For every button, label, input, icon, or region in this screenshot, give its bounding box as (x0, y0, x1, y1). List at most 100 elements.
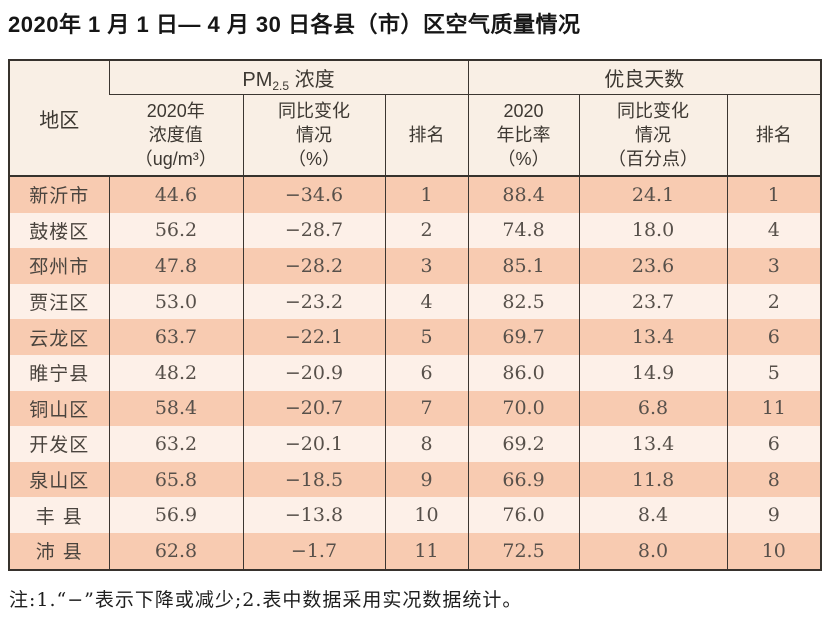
table-row: 邳州市 47.8 −28.2 3 85.1 23.6 3 (9, 248, 822, 284)
days-rank-cell: 3 (726, 248, 822, 284)
days-change-cell: 23.6 (578, 248, 728, 284)
days-change-cell: 18.0 (578, 212, 728, 249)
pm-rank-cell: 3 (384, 248, 469, 284)
pm-value-cell: 53.0 (108, 283, 243, 320)
region-cell: 丰 县 (9, 497, 109, 533)
pm-value-cell: 63.7 (108, 319, 243, 355)
region-cell: 沛 县 (9, 532, 109, 570)
pm-change-cell: −1.7 (242, 532, 385, 570)
days-change-cell: 8.0 (578, 532, 728, 570)
header-pm-group: PM2.5 浓度 (108, 60, 469, 95)
table-row: 丰 县 56.9 −13.8 10 76.0 8.4 9 (9, 497, 822, 533)
region-cell: 贾汪区 (9, 283, 109, 320)
footnote: 注:1.“−”表示下降或减少;2.表中数据采用实况数据统计。 (9, 588, 523, 611)
pm-rank-cell: 9 (384, 461, 469, 498)
days-rate-cell: 70.0 (467, 390, 580, 427)
days-rank-cell: 6 (726, 319, 822, 355)
days-rank-cell: 4 (726, 212, 822, 249)
table-row: 新沂市 44.6 −34.6 1 88.4 24.1 1 (9, 176, 822, 213)
days-rate-cell: 69.2 (467, 426, 580, 462)
header-pm-rank: 排名 (384, 94, 469, 176)
days-rate-cell: 86.0 (467, 354, 580, 391)
pm-subscript: 2.5 (272, 78, 290, 93)
pm-change-cell: −20.7 (242, 390, 385, 427)
pm-rank-cell: 6 (384, 354, 469, 391)
pm-label: PM (242, 68, 273, 91)
days-rank-cell: 9 (726, 497, 822, 533)
days-rate-cell: 85.1 (467, 248, 580, 284)
pm-change-cell: −28.2 (242, 248, 385, 284)
header-good-days-group: 优良天数 (467, 60, 822, 95)
pm-label-rest: 浓度 (289, 68, 335, 91)
pm-value-cell: 62.8 (108, 532, 243, 570)
pm-value-cell: 47.8 (108, 248, 243, 284)
region-cell: 睢宁县 (9, 354, 109, 391)
region-cell: 鼓楼区 (9, 212, 109, 249)
pm-rank-cell: 8 (384, 426, 469, 462)
days-change-cell: 23.7 (578, 283, 728, 320)
days-change-cell: 13.4 (578, 426, 728, 462)
pm-rank-cell: 2 (384, 212, 469, 249)
pm-rank-cell: 10 (384, 497, 469, 533)
pm-change-cell: −20.9 (242, 354, 385, 391)
table-row: 贾汪区 53.0 −23.2 4 82.5 23.7 2 (9, 283, 822, 320)
header-pm-value: 2020年 浓度值 （ug/m³） (109, 94, 243, 176)
region-cell: 泉山区 (9, 461, 109, 498)
days-rank-cell: 5 (726, 354, 822, 391)
region-cell: 铜山区 (9, 390, 109, 427)
days-rate-cell: 82.5 (467, 283, 580, 320)
table-row: 云龙区 63.7 −22.1 5 69.7 13.4 6 (9, 319, 822, 355)
header-group-row: 地区 PM2.5 浓度 优良天数 (9, 60, 822, 176)
days-change-cell: 6.8 (578, 390, 728, 427)
days-rate-cell: 69.7 (467, 319, 580, 355)
header-region: 地区 (9, 60, 109, 176)
pm-value-cell: 56.9 (108, 497, 243, 533)
pm-change-cell: −18.5 (242, 461, 385, 498)
table-header: 地区 PM2.5 浓度 优良天数 2020年 浓度值 （ug/m³） 同比变化 … (9, 60, 822, 176)
header-pm-change: 同比变化 情况 （%） (242, 94, 385, 176)
header-sub-row: 2020年 浓度值 （ug/m³） 同比变化 情况 （%） 排名 2020 年比… (9, 94, 822, 176)
days-rate-cell: 76.0 (467, 497, 580, 533)
pm-value-cell: 48.2 (108, 354, 243, 391)
region-cell: 邳州市 (9, 248, 109, 284)
pm-change-cell: −28.7 (242, 212, 385, 249)
table-row: 铜山区 58.4 −20.7 7 70.0 6.8 11 (9, 390, 822, 427)
header-days-rate: 2020 年比率 （%） (467, 94, 580, 176)
pm-value-cell: 44.6 (108, 176, 243, 213)
table-row: 鼓楼区 56.2 −28.7 2 74.8 18.0 4 (9, 212, 822, 249)
pm-value-cell: 65.8 (108, 461, 243, 498)
pm-change-cell: −23.2 (242, 283, 385, 320)
days-rank-cell: 11 (726, 390, 822, 427)
pm-value-cell: 56.2 (108, 212, 243, 249)
pm-change-cell: −20.1 (242, 426, 385, 462)
air-quality-table: 地区 PM2.5 浓度 优良天数 2020年 浓度值 （ug/m³） 同比变化 … (8, 59, 823, 571)
days-rank-cell: 6 (726, 426, 822, 462)
table-row: 睢宁县 48.2 −20.9 6 86.0 14.9 5 (9, 354, 822, 391)
days-change-cell: 8.4 (578, 497, 728, 533)
header-days-change: 同比变化 情况 （百分点） (578, 94, 728, 176)
days-change-cell: 24.1 (578, 176, 728, 213)
days-rate-cell: 74.8 (467, 212, 580, 249)
table-row: 泉山区 65.8 −18.5 9 66.9 11.8 8 (9, 461, 822, 498)
region-cell: 云龙区 (9, 319, 109, 355)
pm-rank-cell: 4 (384, 283, 469, 320)
pm-change-cell: −22.1 (242, 319, 385, 355)
pm-rank-cell: 7 (384, 390, 469, 427)
days-rate-cell: 66.9 (467, 461, 580, 498)
region-cell: 开发区 (9, 426, 109, 462)
days-rate-cell: 72.5 (467, 532, 580, 570)
pm-rank-cell: 11 (384, 532, 469, 570)
pm-change-cell: −34.6 (242, 176, 385, 213)
pm-rank-cell: 1 (384, 176, 469, 213)
days-change-cell: 13.4 (578, 319, 728, 355)
pm-rank-cell: 5 (384, 319, 469, 355)
days-rank-cell: 2 (726, 283, 822, 320)
pm-change-cell: −13.8 (242, 497, 385, 533)
table-row: 开发区 63.2 −20.1 8 69.2 13.4 6 (9, 426, 822, 462)
page-title: 2020年 1 月 1 日— 4 月 30 日各县（市）区空气质量情况 (8, 12, 581, 37)
table-body: 新沂市 44.6 −34.6 1 88.4 24.1 1 鼓楼区 56.2 −2… (9, 176, 822, 570)
days-rank-cell: 1 (726, 176, 822, 213)
days-change-cell: 14.9 (578, 354, 728, 391)
days-change-cell: 11.8 (578, 461, 728, 498)
table-row: 沛 县 62.8 −1.7 11 72.5 8.0 10 (9, 532, 822, 570)
